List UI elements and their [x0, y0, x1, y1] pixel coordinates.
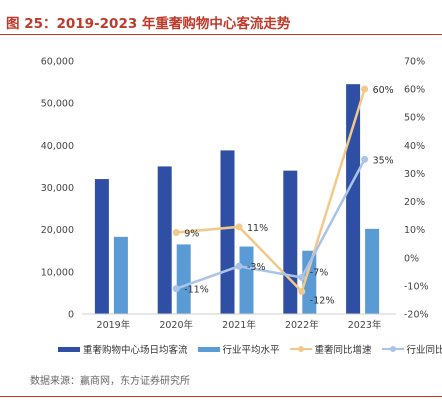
data-label: -3% — [247, 262, 266, 273]
bar — [239, 246, 254, 314]
legend-label: 重奢购物中心场日均客流 — [83, 345, 188, 356]
bar — [176, 244, 191, 314]
figure-title: 图 25：2019-2023 年重奢购物中心客流走势 — [6, 16, 291, 32]
bar — [157, 166, 172, 314]
bar — [94, 179, 109, 314]
bar — [220, 150, 235, 314]
legend-item-industry-avg: 行业平均水平 — [197, 342, 280, 356]
data-label: -11% — [184, 285, 209, 296]
y-left-tick-label: 60,000 — [41, 57, 74, 68]
y-right-tick-label: 10% — [404, 225, 425, 236]
chart-legend: 重奢购物中心场日均客流 行业平均水平 重奢同比增速 行业同比增速 — [58, 342, 442, 356]
y-right-tick-label: -20% — [404, 310, 429, 321]
y-right-tick-label: 70% — [404, 57, 425, 68]
data-label: 60% — [373, 85, 394, 96]
y-right-tick-label: 0% — [404, 253, 419, 264]
line-point — [361, 155, 369, 163]
bar — [113, 236, 128, 314]
bar — [365, 228, 380, 314]
y-left-tick-label: 20,000 — [41, 225, 74, 236]
line-point — [235, 262, 243, 270]
bottom-rule — [0, 396, 442, 397]
line-point — [361, 85, 369, 93]
y-left-tick-label: 30,000 — [41, 183, 74, 194]
bar — [346, 84, 361, 314]
data-label: -7% — [310, 267, 329, 278]
bar — [283, 170, 298, 314]
y-right-tick-label: 30% — [404, 169, 425, 180]
legend-swatch — [58, 346, 80, 352]
source-note: 数据来源：赢商网，东方证券研究所 — [30, 376, 190, 387]
legend-label: 重奢同比增速 — [314, 345, 372, 356]
legend-swatch — [289, 345, 312, 352]
line-point — [235, 223, 243, 231]
title-rule — [0, 34, 442, 35]
legend-item-luxury-traffic: 重奢购物中心场日均客流 — [58, 342, 188, 356]
legend-swatch — [197, 346, 220, 352]
legend-swatch — [381, 345, 404, 352]
y-left-tick-label: 50,000 — [41, 99, 74, 110]
data-label: 11% — [247, 223, 268, 234]
data-label: 9% — [184, 228, 199, 239]
y-left-tick-label: 10,000 — [41, 267, 74, 278]
legend-item-luxury-yoy: 重奢同比增速 — [289, 342, 372, 356]
y-left-tick-label: 0 — [68, 310, 74, 321]
y-right-tick-label: 60% — [404, 85, 425, 96]
bar — [302, 250, 317, 314]
y-left-tick-label: 40,000 — [41, 141, 74, 152]
legend-label: 行业平均水平 — [222, 345, 280, 356]
line-point — [298, 273, 306, 281]
y-right-tick-label: 50% — [404, 113, 425, 124]
chart-canvas: 0 10,000 20,000 30,000 40,000 50,000 60,000 -20… — [41, 57, 429, 332]
series-line — [176, 88, 366, 294]
legend-label: 行业同比增速 — [406, 345, 442, 356]
data-label: -12% — [310, 296, 335, 307]
line-point — [298, 288, 306, 296]
x-tick-label: 2020年 — [159, 319, 193, 331]
y-right-tick-label: 20% — [404, 197, 425, 208]
y-right-tick-label: 40% — [404, 141, 425, 152]
x-tick-label: 2021年 — [222, 319, 256, 331]
line-point — [172, 285, 180, 293]
line-point — [172, 228, 180, 236]
y-right-tick-label: -10% — [404, 281, 429, 292]
x-tick-label: 2022年 — [285, 319, 319, 331]
series-line — [175, 158, 366, 290]
x-tick-label: 2023年 — [348, 319, 382, 331]
legend-item-industry-yoy: 行业同比增速 — [381, 342, 442, 356]
data-label: 35% — [373, 155, 394, 166]
x-tick-label: 2019年 — [97, 319, 131, 331]
